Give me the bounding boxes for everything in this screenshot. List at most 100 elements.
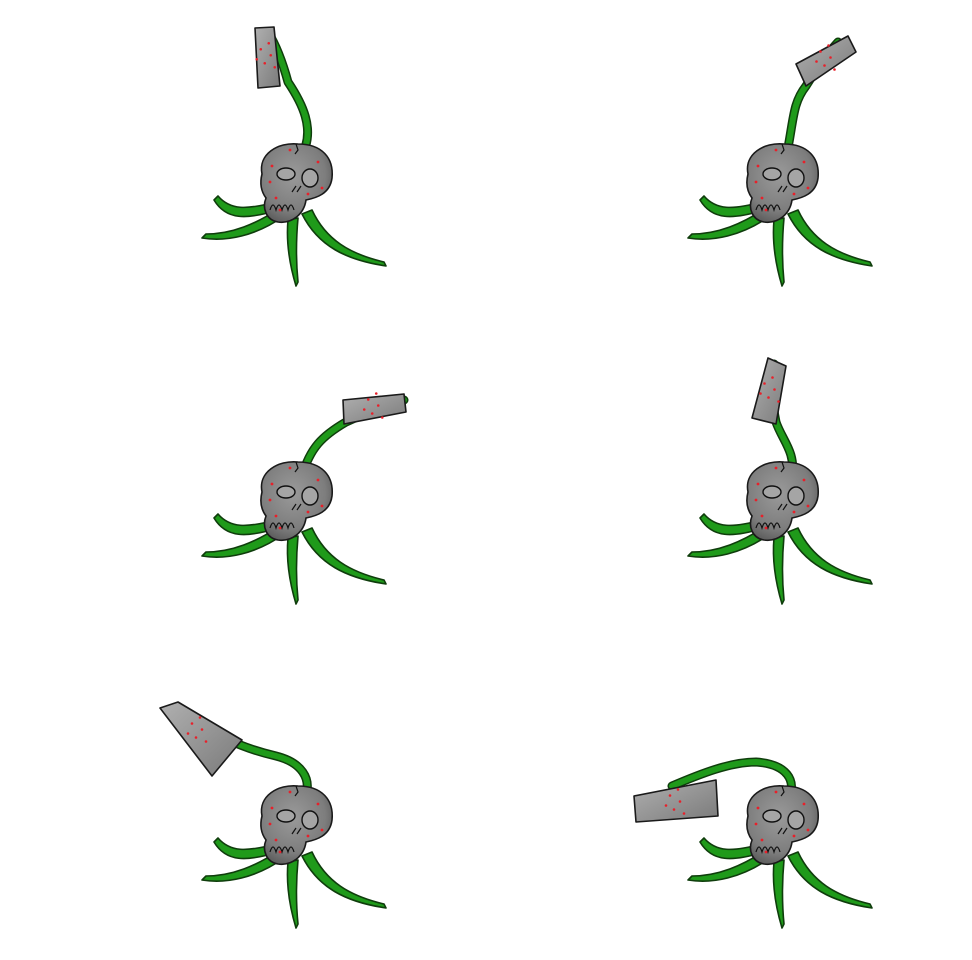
blood-speck [829,56,832,59]
blood-speck [288,790,292,794]
vine-left-curl [699,195,765,218]
frame-2 [486,0,972,320]
vine-center-down [772,535,785,605]
blood-speck [764,208,768,212]
blood-speck [255,57,259,61]
blood-speck [819,50,822,53]
blood-speck [764,850,768,854]
blood-speck [774,790,778,794]
blood-speck [756,482,760,486]
blood-speck [672,808,676,811]
blood-speck [792,834,796,838]
frame-6 [486,640,972,960]
skull [260,461,333,542]
blood-speck [760,514,764,518]
blood-speck [316,478,320,482]
blood-speck [274,514,278,518]
blood-speck [668,794,672,797]
skull-crack [294,785,299,797]
blood-speck [792,510,796,514]
vine-left-curl [699,513,765,536]
blood-speck [320,828,324,832]
blood-speck [806,504,810,508]
vine-center-down [286,217,299,287]
skull [746,461,819,542]
blood-speck [306,192,310,196]
cleaver-blade [342,393,407,425]
skull-vine-cleaver-creature [687,357,873,605]
vine-center-down [772,859,785,929]
cleaver-blade [159,701,243,777]
skull-eye-left [276,809,296,823]
blood-speck [268,180,272,184]
blood-speck [320,504,324,508]
blood-speck [278,850,282,854]
blood-speck [198,716,202,719]
skull-eye-left [276,485,296,499]
skull-eye-right [787,168,805,188]
skull-vine-cleaver-creature [159,701,387,929]
skull-eye-left [762,809,782,823]
vine-right-long [301,527,387,585]
blood-speck [806,828,810,832]
skull-nose [777,503,788,511]
skull [746,785,819,866]
skull-nose [777,185,788,193]
skull [746,143,819,224]
blood-speck [320,186,324,190]
blood-speck [774,148,778,152]
skull-teeth [755,846,781,855]
blood-speck [273,65,277,69]
blood-speck [259,47,263,51]
skull-crack [294,143,299,155]
blood-speck [664,804,668,807]
blood-speck [270,482,274,486]
skull-eye-right [787,486,805,506]
vine-right-long [301,209,387,267]
skull-nose [291,827,302,835]
blood-speck [194,736,198,739]
vine-right-long [301,851,387,909]
blood-speck [676,788,680,791]
frame-3 [0,320,486,640]
blood-speck [754,498,758,502]
skull-nose [777,827,788,835]
blood-speck [306,834,310,838]
blood-speck [267,41,271,45]
blood-speck [764,526,768,530]
blood-speck [186,732,190,735]
blood-speck [190,722,194,725]
skull-crack [294,461,299,473]
skull-teeth [755,204,781,213]
blood-speck [771,376,774,379]
blood-speck [815,60,818,63]
skull-crack [780,143,785,155]
blood-speck [263,61,267,65]
vine-left-curl [699,837,765,860]
blood-speck [806,186,810,190]
blood-speck [833,68,836,71]
vine-left-curl [213,837,279,860]
skull-eye-right [301,486,319,506]
blood-speck [278,526,282,530]
blood-speck [362,408,366,411]
blood-speck [380,416,384,419]
blood-speck [376,404,380,407]
vine-right-long [787,527,873,585]
skull-eye-left [276,167,296,181]
vine-left-curl [213,195,279,218]
blood-speck [678,800,682,803]
skull [260,143,333,224]
skull-vine-cleaver-creature [687,35,873,287]
frame-4 [486,320,972,640]
skull-vine-cleaver-creature [201,392,409,605]
blood-speck [274,838,278,842]
blood-speck [777,400,780,403]
blood-speck [774,466,778,470]
vine-center-down [286,859,299,929]
blood-speck [274,196,278,200]
blood-speck [756,806,760,810]
blood-speck [802,802,806,806]
skull-teeth [269,522,295,531]
